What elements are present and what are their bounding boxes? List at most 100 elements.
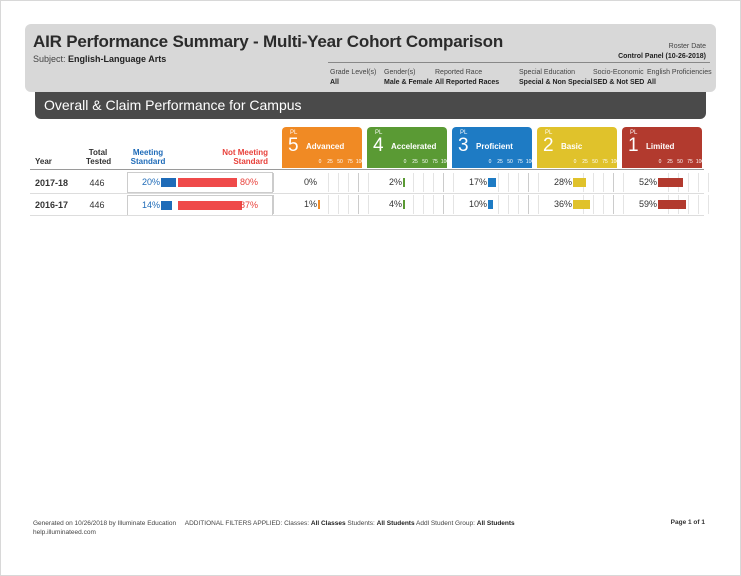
gridline [698, 195, 699, 214]
pl-cell-advanced: 0% [273, 173, 369, 192]
filter-value: All Reported Races [435, 79, 500, 86]
scale-tick: 50 [337, 159, 343, 165]
pl-cell-basic: 36% [528, 195, 624, 214]
pl-cell-accelerated: 4% [358, 195, 454, 214]
gridline [688, 195, 689, 214]
gridline [423, 173, 424, 192]
filters-divider [328, 62, 710, 63]
pl-bar [403, 178, 405, 187]
scale-tick: 100 [440, 159, 450, 165]
filter-label: Reported Race [435, 69, 483, 76]
help-link[interactable]: help.illuminateed.com [33, 529, 96, 536]
meeting-standard-cell: 20% 80% [127, 172, 273, 193]
student-group-label: Addl Student Group: [416, 520, 475, 527]
col-total-line1: Total [88, 148, 108, 157]
pl-bar [658, 200, 687, 209]
filter-grade: Grade Level(s) All [330, 68, 376, 88]
col-not-meeting-standard: Not Meeting Standard [216, 148, 268, 166]
pl-percent: 10% [468, 199, 487, 209]
scale-tick: 25 [667, 159, 673, 165]
col-meeting-line1: Meeting [132, 148, 164, 157]
filter-value: SED & Not SED [593, 79, 645, 86]
meeting-percent: 14% [142, 200, 161, 210]
report-header: AIR Performance Summary - Multi-Year Coh… [25, 24, 716, 92]
scale-tick: 75 [602, 159, 608, 165]
scale-tick: 25 [327, 159, 333, 165]
scale-tick: 50 [677, 159, 683, 165]
gridline [593, 173, 594, 192]
cell-separator [528, 195, 529, 214]
students-value: All Students [376, 520, 415, 527]
pl-tag: PL [460, 130, 468, 136]
students-label: Students: [347, 520, 375, 527]
pl-cell-limited: 59% [613, 195, 709, 214]
not-meeting-bar [178, 178, 238, 187]
pl-scale: 0 25 50 75 100 [367, 159, 450, 166]
row-divider [30, 215, 704, 216]
pl-number: 3 [458, 135, 469, 156]
filter-label: Special Education [519, 69, 576, 76]
pl-name: Basic [561, 142, 583, 151]
gridline [518, 195, 519, 214]
pl-tag: PL [375, 130, 383, 136]
pl-cell-accelerated: 2% [358, 173, 454, 192]
pl-scale: 0 25 50 75 100 [452, 159, 535, 166]
pl-card-accelerated: PL 4 Accelerated 0 25 50 75 100 [367, 127, 450, 168]
filter-special-ed: Special Education Special & Non Special [519, 68, 593, 88]
pl-tag: PL [630, 130, 638, 136]
meeting-percent: 20% [142, 177, 161, 187]
filter-label: Gender(s) [384, 69, 416, 76]
pl-scale: 0 25 50 75 100 [537, 159, 620, 166]
row-year: 2017-18 [35, 178, 69, 188]
pl-name: Proficient [476, 142, 513, 151]
filter-value: Male & Female [384, 79, 433, 86]
gridline [453, 173, 454, 192]
pl-percent: 0% [303, 177, 317, 187]
gridline [508, 173, 509, 192]
pl-bar [488, 200, 493, 209]
pl-cell-proficient: 17% [443, 173, 539, 192]
pl-card-limited: PL 1 Limited 0 25 50 75 100 [622, 127, 705, 168]
page-number: Page 1 of 1 [670, 519, 705, 526]
pl-scale: 0 25 50 75 100 [282, 159, 365, 166]
filter-label: English Proficiencies [647, 69, 712, 76]
gridline [453, 195, 454, 214]
classes-label: Classes: [284, 520, 310, 527]
cell-separator [613, 173, 614, 192]
gridline [593, 195, 594, 214]
pl-percent: 36% [553, 199, 572, 209]
roster-value: Control Panel (10-26-2018) [618, 53, 706, 60]
scale-tick: 100 [695, 159, 705, 165]
subject-value: English-Language Arts [68, 54, 167, 64]
not-meeting-bar [178, 201, 243, 210]
scale-tick: 0 [488, 159, 492, 165]
gridline [708, 173, 709, 192]
pl-name: Limited [646, 142, 675, 151]
scale-tick: 50 [507, 159, 513, 165]
gridline [538, 195, 539, 214]
meeting-bar [161, 201, 172, 210]
row-year: 2016-17 [35, 200, 69, 210]
pl-number: 1 [628, 135, 639, 156]
filter-label: Grade Level(s) [330, 69, 377, 76]
gridline [433, 173, 434, 192]
gridline [368, 173, 369, 192]
footer-info: Generated on 10/26/2018 by Illuminate Ed… [33, 519, 515, 537]
pl-scale: 0 25 50 75 100 [622, 159, 705, 166]
pl-percent: 59% [638, 199, 657, 209]
not-meeting-percent: 80% [240, 177, 259, 187]
pl-percent: 2% [388, 177, 402, 187]
scale-tick: 25 [582, 159, 588, 165]
pl-tag: PL [290, 130, 298, 136]
cell-separator [443, 195, 444, 214]
subject-line: Subject: English-Language Arts [33, 54, 166, 64]
filter-english-proficiency: English Proficiencies All [647, 68, 712, 88]
pl-bar [658, 178, 683, 187]
gridline [328, 173, 329, 192]
report-title: AIR Performance Summary - Multi-Year Coh… [33, 32, 504, 51]
scale-tick: 0 [658, 159, 662, 165]
cell-separator [443, 173, 444, 192]
not-meeting-percent: 87% [240, 200, 259, 210]
pl-cell-proficient: 10% [443, 195, 539, 214]
cell-separator [273, 173, 274, 192]
